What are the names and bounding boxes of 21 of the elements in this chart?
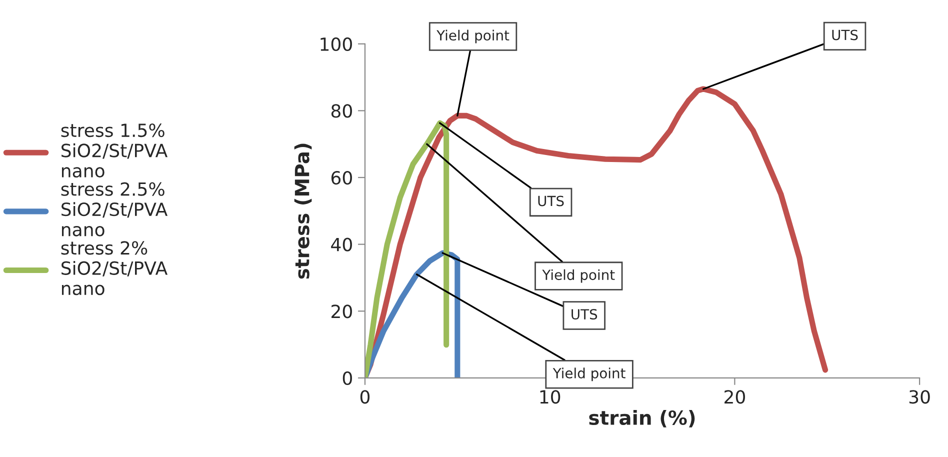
legend-label: stress 2.5% SiO2/St/PVA nano (61, 182, 168, 236)
y-tick-label: 40 (331, 238, 352, 252)
y-tick-label: 0 (342, 371, 352, 386)
y-tick-label: 60 (331, 170, 352, 185)
annotation: Yield point (552, 368, 626, 382)
legend-label: stress 2% SiO2/St/PVA nano (61, 241, 168, 296)
x-tick-label: 10 (540, 390, 560, 404)
x-tick-label: 0 (360, 390, 370, 404)
annotation: UTS (538, 196, 564, 206)
x-axis-title: strain (%) (589, 410, 695, 428)
y-tick-label: 100 (320, 37, 352, 51)
legend-label: stress 1.5% SiO2/St/PVA nano (61, 123, 168, 178)
annotation: UTS (832, 30, 858, 40)
x-tick-label: 30 (909, 390, 930, 404)
y-tick-label: 80 (331, 104, 352, 118)
y-tick-label: 20 (332, 304, 352, 318)
x-tick-label: 20 (724, 390, 745, 404)
y-axis-title: stress (MPa) (294, 144, 312, 279)
annotation: UTS (572, 309, 598, 320)
annotation: Yield point (436, 30, 510, 44)
annotation: Yield point (542, 269, 615, 283)
